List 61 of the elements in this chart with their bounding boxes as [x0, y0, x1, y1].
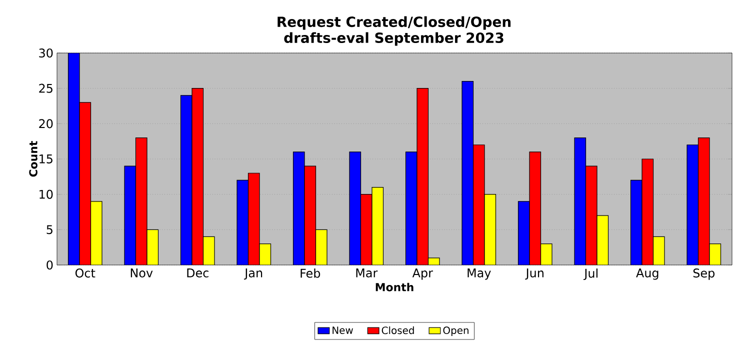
bar	[79, 102, 92, 265]
bar	[180, 95, 192, 265]
bar	[90, 201, 102, 265]
bar	[405, 152, 418, 265]
bar	[360, 194, 372, 265]
y-axis-title: Count	[29, 141, 38, 177]
bar	[68, 53, 80, 265]
legend-label: Closed	[382, 326, 414, 334]
bar	[292, 152, 305, 265]
bar	[574, 138, 586, 265]
bar	[484, 194, 496, 265]
bar	[124, 166, 136, 265]
x-tick-label: Aug	[636, 268, 658, 280]
y-tick-label: 5	[46, 225, 52, 234]
y-tick-label: 10	[40, 190, 53, 199]
x-tick-label: Apr	[412, 268, 433, 280]
bar	[372, 186, 384, 265]
bar	[652, 236, 665, 265]
bar	[304, 166, 316, 265]
y-tick-label: 20	[39, 119, 53, 128]
x-tick-label: Mar	[356, 268, 378, 278]
bar	[642, 158, 654, 265]
bar	[236, 180, 249, 265]
bar	[529, 152, 542, 265]
x-tick-label: Nov	[130, 268, 153, 278]
bar	[192, 88, 204, 265]
bar	[248, 172, 260, 265]
bar	[709, 244, 722, 265]
x-tick-label: Oct	[75, 268, 96, 278]
bar	[259, 244, 272, 265]
bar	[540, 244, 552, 265]
x-tick-label: Sep	[693, 268, 714, 280]
bar	[630, 180, 642, 265]
chart-title: Request Created/Closed/Open	[278, 16, 511, 30]
bar	[518, 201, 530, 265]
x-tick-label: Jul	[584, 268, 598, 280]
bar	[686, 144, 699, 265]
chart-subtitle: drafts-eval September 2023	[284, 32, 504, 46]
x-tick-label: Jan	[244, 268, 262, 280]
x-axis-title: Month	[376, 282, 414, 292]
bar	[596, 215, 609, 265]
bar	[473, 144, 485, 265]
x-tick-label: May	[468, 268, 491, 280]
bar	[416, 88, 429, 265]
bar	[146, 229, 159, 265]
legend-label: New	[332, 326, 353, 334]
x-tick-label: Feb	[300, 268, 320, 278]
bar	[585, 166, 598, 265]
bar	[135, 138, 148, 265]
legend-label: Open	[443, 326, 468, 336]
y-tick-label: 25	[39, 84, 52, 93]
y-tick-label: 15	[40, 154, 52, 164]
x-tick-label: Dec	[187, 268, 208, 278]
y-tick-label: 30	[39, 48, 53, 58]
bar	[315, 229, 328, 265]
bar	[698, 138, 710, 265]
bar	[349, 152, 362, 265]
bar	[462, 81, 474, 265]
x-tick-label: Jun	[525, 268, 544, 280]
y-tick-label: 0	[46, 260, 53, 270]
bar	[202, 236, 215, 265]
